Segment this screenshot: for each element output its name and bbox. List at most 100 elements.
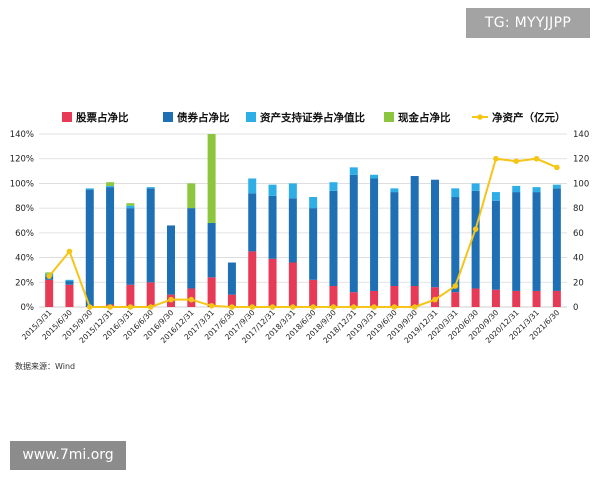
bar-segment — [512, 192, 521, 291]
bar-segment — [491, 192, 500, 201]
y-tick-left: 0% — [21, 303, 35, 313]
legend-label: 资产支持证券占净值比 — [260, 111, 365, 124]
bar-segment — [390, 285, 399, 307]
net-assets-point — [127, 304, 134, 310]
net-assets-point — [86, 304, 93, 310]
net-assets-line — [48, 157, 558, 308]
bar-segment — [45, 272, 54, 274]
bar-segment — [65, 279, 74, 282]
y-tick-right: 120 — [573, 155, 589, 165]
net-assets-point — [188, 296, 195, 303]
net-assets-point — [472, 226, 479, 232]
legend-swatch — [246, 112, 256, 122]
bar-segment — [126, 208, 135, 285]
bar-segment — [491, 200, 500, 290]
bar-segment — [370, 178, 379, 291]
bar-segment — [349, 167, 358, 175]
net-assets-point — [411, 304, 418, 310]
bar-segment — [268, 258, 277, 307]
bar-segment — [431, 179, 439, 288]
bar-segment — [227, 294, 236, 307]
source-note: 数据来源：Wind — [15, 362, 76, 371]
bar-segment — [268, 195, 277, 259]
y-tick-right: 40 — [573, 254, 584, 264]
bar-segment — [85, 189, 94, 307]
net-assets-point — [290, 304, 296, 310]
net-assets-point — [269, 304, 276, 310]
bar-segment — [370, 174, 379, 179]
net-assets-point — [229, 304, 235, 310]
bar-segment — [410, 285, 419, 307]
y-tick-left: 40% — [15, 254, 34, 264]
net-assets-point — [452, 283, 459, 289]
bar-segment — [126, 203, 135, 206]
legend-swatch — [62, 112, 72, 122]
bar-segment — [471, 190, 480, 289]
bar-segment — [532, 192, 541, 291]
y-tick-right: 100 — [573, 179, 589, 189]
legend-label: 现金占净比 — [398, 111, 451, 124]
bar-segment — [552, 184, 561, 189]
bar-segment — [532, 290, 541, 307]
bar-segment — [451, 292, 460, 307]
legend-label: 债券占净比 — [177, 111, 230, 124]
net-assets-point — [330, 304, 337, 310]
y-tick-left: 120% — [10, 155, 34, 165]
y-tick-left: 60% — [15, 229, 34, 239]
bar-segment — [106, 182, 115, 186]
net-assets-point — [310, 304, 316, 310]
net-assets-point — [371, 304, 377, 310]
bar-segment — [126, 284, 135, 307]
bar-segment — [187, 208, 196, 289]
bar-segment — [268, 184, 277, 196]
bar-segment — [451, 197, 460, 293]
legend-swatch — [477, 114, 483, 120]
bar-segment — [329, 285, 338, 307]
bar-segment — [65, 281, 74, 285]
legend-label: 净资产（亿元） — [492, 111, 566, 124]
net-assets-point — [350, 304, 357, 310]
bar-segment — [146, 188, 155, 283]
net-assets-point — [554, 164, 560, 171]
bar-segment — [451, 188, 460, 198]
bar-segment — [146, 187, 155, 189]
net-assets-point — [432, 296, 438, 303]
bar-segment — [532, 187, 541, 193]
bar-segment — [491, 289, 500, 307]
bar-segment — [187, 183, 196, 209]
bar-segment — [45, 279, 54, 307]
net-assets-point — [66, 248, 73, 255]
net-assets-point — [493, 155, 499, 162]
bar-segment — [288, 183, 297, 199]
bar-segment — [207, 134, 216, 223]
bar-segment — [309, 208, 318, 280]
watermark-top: TG: MYYJJPP — [466, 8, 590, 38]
bar-segment — [106, 187, 115, 305]
bar-segment — [410, 176, 419, 286]
bar-segment — [207, 277, 216, 307]
bar-segment — [207, 222, 216, 278]
bar-segment — [126, 205, 135, 209]
net-assets-point — [249, 304, 256, 310]
net-assets-point — [46, 273, 52, 279]
bar-segment — [248, 178, 257, 194]
bar-segment — [512, 290, 521, 307]
net-assets-point — [168, 296, 174, 303]
net-assets-point — [513, 158, 520, 164]
bar-segment — [248, 193, 257, 252]
legend-label: 股票占净比 — [76, 111, 129, 124]
y-tick-right: 80 — [573, 204, 584, 214]
net-assets-point — [147, 304, 154, 310]
y-tick-right: 60 — [573, 229, 584, 239]
watermark-bottom: www.7mi.org — [10, 441, 126, 470]
y-tick-right: 20 — [573, 278, 584, 288]
bar-segment — [370, 290, 379, 307]
bar-segment — [390, 192, 399, 286]
net-assets-point — [533, 155, 540, 162]
bar-segment — [288, 198, 297, 263]
bar-segment — [85, 188, 94, 190]
y-tick-left: 80% — [15, 204, 34, 214]
bar-segment — [65, 284, 74, 307]
legend-swatch — [163, 112, 173, 122]
